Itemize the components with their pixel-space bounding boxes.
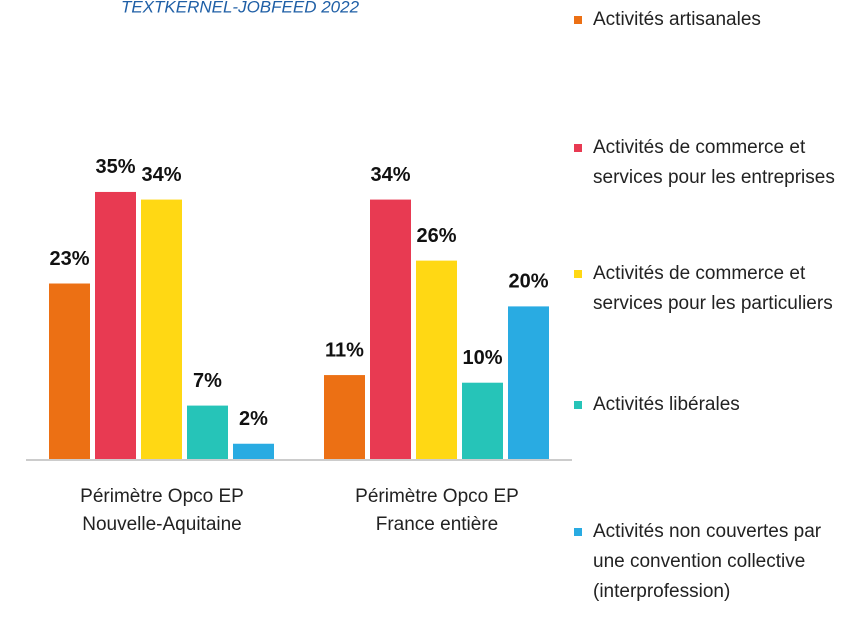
data-label: 34% xyxy=(370,164,410,186)
legend-label: Activités de commerce et services pour l… xyxy=(593,137,835,188)
legend-item: Activités artisanales xyxy=(574,5,854,35)
x-tick-label: Périmètre Opco EP xyxy=(355,486,519,507)
x-tick-label: Périmètre Opco EP xyxy=(80,486,244,507)
bar xyxy=(141,199,182,459)
legend-item: Activités non couvertes par une conventi… xyxy=(574,517,854,607)
bar xyxy=(370,199,411,459)
data-label: 23% xyxy=(49,248,89,270)
legend-label: Activités de commerce et services pour l… xyxy=(593,263,833,314)
chart-title: TEXTKERNEL-JOBFEED 2022 xyxy=(121,0,360,16)
bar xyxy=(462,382,503,459)
legend-swatch xyxy=(574,270,582,278)
legend-item: Activités de commerce et services pour l… xyxy=(574,133,854,193)
bar xyxy=(187,405,228,459)
bar xyxy=(95,191,136,459)
data-label: 35% xyxy=(95,156,135,178)
legend-label: Activités non couvertes par une conventi… xyxy=(593,521,822,602)
data-label: 2% xyxy=(239,408,268,430)
legend-item: Activités libérales xyxy=(574,390,854,420)
legend-swatch xyxy=(574,528,582,536)
data-label: 34% xyxy=(141,164,181,186)
legend-swatch xyxy=(574,16,582,24)
x-tick-label: Nouvelle-Aquitaine xyxy=(82,514,242,535)
legend-item: Activités de commerce et services pour l… xyxy=(574,259,854,319)
data-label: 7% xyxy=(193,370,222,392)
bar xyxy=(416,260,457,459)
x-tick-label: France entière xyxy=(376,514,499,535)
bar xyxy=(233,443,274,459)
legend-label: Activités artisanales xyxy=(593,9,761,30)
legend-label: Activités libérales xyxy=(593,394,740,415)
data-label: 11% xyxy=(325,339,364,361)
data-label: 10% xyxy=(462,347,502,369)
bar xyxy=(49,283,90,459)
legend-swatch xyxy=(574,401,582,409)
data-label: 20% xyxy=(508,271,548,293)
bar xyxy=(324,375,365,459)
bar xyxy=(508,306,549,459)
legend-swatch xyxy=(574,144,582,152)
data-label: 26% xyxy=(416,225,456,247)
